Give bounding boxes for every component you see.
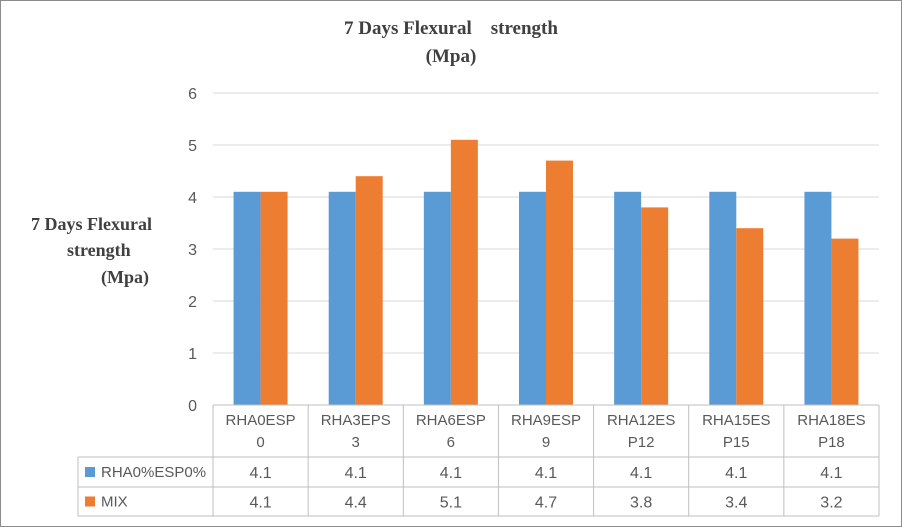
bar bbox=[233, 191, 261, 405]
legend-label: MIX bbox=[101, 494, 128, 511]
category-label: RHA0ESP bbox=[226, 412, 296, 429]
legend-swatch bbox=[85, 467, 95, 477]
y-tick-label: 2 bbox=[188, 294, 197, 311]
bar bbox=[804, 191, 832, 405]
table-value: 4.1 bbox=[535, 465, 557, 482]
category-label: P15 bbox=[723, 434, 750, 451]
y-tick-label: 1 bbox=[188, 346, 197, 363]
bar bbox=[831, 238, 859, 405]
table-value: 4.1 bbox=[345, 465, 367, 482]
chart-title-line-1: 7 Days Flexural strength bbox=[344, 18, 558, 39]
bar bbox=[423, 191, 451, 405]
bar bbox=[709, 191, 737, 405]
y-tick-label: 6 bbox=[188, 86, 197, 103]
table-value: 4.4 bbox=[345, 495, 367, 512]
category-label: 3 bbox=[352, 434, 360, 451]
y-axis-label-line-2: strength bbox=[67, 240, 131, 260]
category-label: RHA18ES bbox=[797, 412, 865, 429]
legend-label: RHA0%ESP0% bbox=[101, 464, 206, 481]
category-label: RHA15ES bbox=[702, 412, 770, 429]
bar bbox=[546, 160, 573, 405]
y-tick-label: 0 bbox=[188, 398, 197, 415]
table-value: 4.1 bbox=[249, 465, 271, 482]
table-value: 4.1 bbox=[630, 465, 652, 482]
table-value: 5.1 bbox=[440, 495, 462, 512]
table-value: 3.2 bbox=[820, 495, 842, 512]
bar bbox=[328, 191, 356, 405]
legend-swatch bbox=[85, 496, 95, 507]
table-value: 4.1 bbox=[249, 495, 271, 512]
table-value: 4.1 bbox=[820, 465, 842, 482]
y-tick-label: 5 bbox=[188, 138, 197, 155]
y-tick-label: 3 bbox=[188, 242, 197, 259]
table-value: 4.7 bbox=[535, 495, 557, 512]
category-label: 6 bbox=[447, 434, 455, 451]
y-axis-label-line-1: 7 Days Flexural bbox=[31, 214, 152, 234]
table-value: 3.8 bbox=[630, 495, 652, 512]
category-label: P12 bbox=[628, 434, 655, 451]
bar bbox=[641, 207, 669, 405]
category-label: RHA9ESP bbox=[511, 412, 581, 429]
chart-title-line-2: (Mpa) bbox=[425, 46, 477, 67]
table-value: 3.4 bbox=[725, 495, 747, 512]
bar bbox=[450, 139, 478, 406]
bar bbox=[519, 191, 546, 405]
category-label: RHA3EPS bbox=[321, 412, 391, 429]
bar bbox=[614, 191, 642, 405]
y-tick-label: 4 bbox=[188, 190, 197, 207]
bar bbox=[736, 228, 764, 405]
y-axis-label-line-3: (Mpa) bbox=[101, 267, 149, 287]
bar bbox=[355, 176, 383, 405]
category-label: RHA12ES bbox=[607, 412, 675, 429]
table-value: 4.1 bbox=[725, 465, 747, 482]
category-label: RHA6ESP bbox=[416, 412, 486, 429]
category-label: P18 bbox=[818, 434, 845, 451]
table-value: 4.1 bbox=[440, 465, 462, 482]
category-label: 9 bbox=[542, 434, 550, 451]
bar bbox=[260, 191, 288, 405]
category-label: 0 bbox=[256, 434, 264, 451]
